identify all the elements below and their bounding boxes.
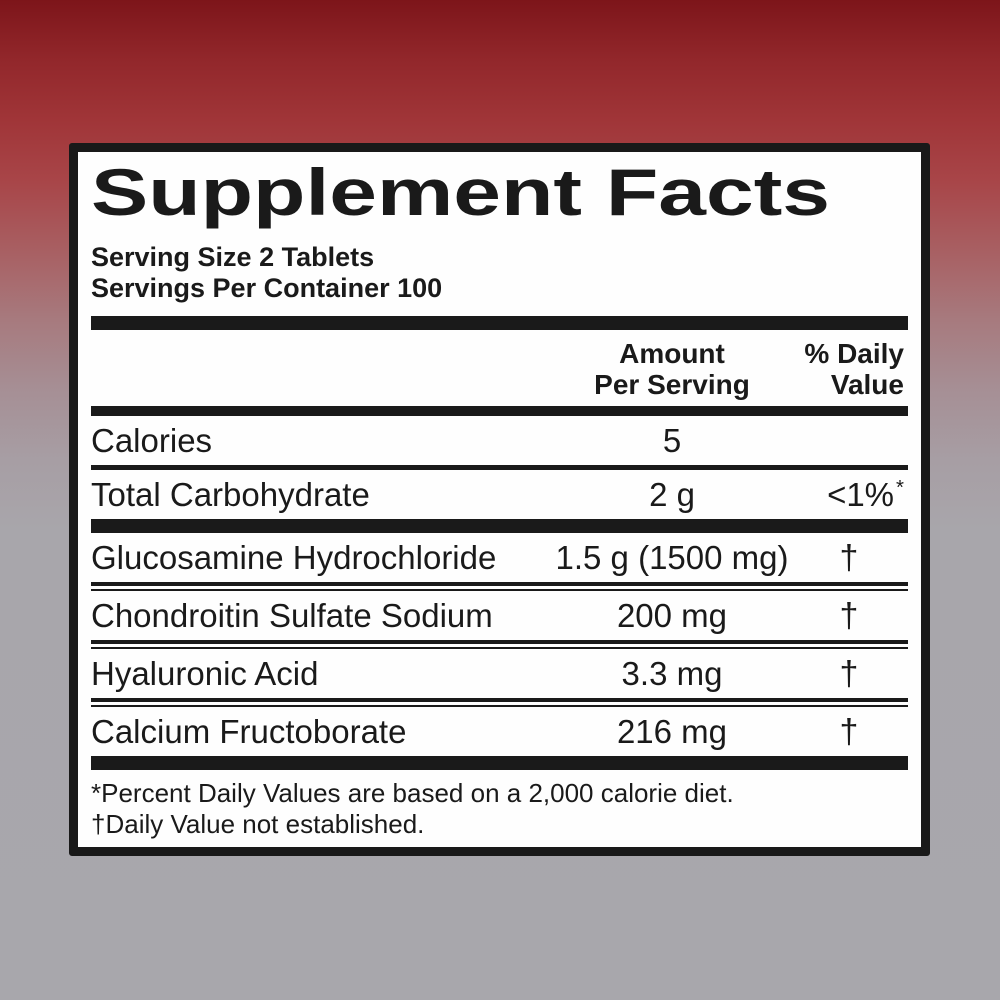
supplement-facts-title: Supplement Facts	[91, 155, 830, 229]
percent-daily-value-header: % Daily Value	[804, 338, 904, 400]
servings-per-container-text: Servings Per Container 100	[91, 273, 443, 303]
row-divider	[91, 465, 908, 470]
nutrient-dv: <1%*	[827, 475, 904, 513]
nutrient-amount: 2 g	[649, 475, 695, 513]
row-divider	[91, 640, 908, 649]
divider-medium-under-header	[91, 406, 908, 416]
divider-thick-top	[91, 316, 908, 330]
table-row-hyaluronic-acid: Hyaluronic Acid 3.3 mg †	[91, 649, 908, 698]
table-row-total-carbohydrate: Total Carbohydrate 2 g <1%*	[91, 470, 908, 519]
dagger-mark: †	[839, 712, 859, 751]
nutrient-name: Chondroitin Sulfate Sodium	[91, 596, 493, 634]
nutrient-name: Calcium Fructoborate	[91, 712, 407, 750]
nutrient-amount: 216 mg	[616, 712, 728, 750]
footnote-percent-daily-values: *Percent Daily Values are based on a 2,0…	[91, 778, 734, 808]
nutrient-amount: 5	[662, 421, 682, 459]
amount-per-serving-header: Amount Per Serving	[594, 338, 750, 400]
dagger-mark: †	[839, 654, 859, 693]
divider-thick-mid	[91, 519, 908, 533]
nutrient-name: Total Carbohydrate	[91, 475, 370, 513]
footnotes: *Percent Daily Values are based on a 2,0…	[91, 778, 908, 840]
dagger-mark: †	[839, 596, 859, 635]
supplement-facts-panel: Supplement Facts Serving Size 2 Tablets …	[69, 143, 930, 856]
dagger-mark: †	[839, 538, 859, 577]
footnote-daily-value-not-established: †Daily Value not established.	[91, 809, 425, 839]
row-divider	[91, 582, 908, 591]
table-row-chondroitin: Chondroitin Sulfate Sodium 200 mg †	[91, 591, 908, 640]
nutrient-amount: 3.3 mg	[621, 654, 723, 692]
serving-info: Serving Size 2 Tablets Servings Per Cont…	[91, 242, 908, 304]
table-row-calories: Calories 5	[91, 416, 908, 465]
nutrient-name: Calories	[91, 421, 213, 459]
nutrient-amount: 200 mg	[616, 596, 728, 634]
table-row-glucosamine: Glucosamine Hydrochloride 1.5 g (1500 mg…	[91, 533, 908, 582]
divider-thick-bottom	[91, 756, 908, 770]
table-row-calcium-fructoborate: Calcium Fructoborate 216 mg †	[91, 707, 908, 756]
row-divider	[91, 698, 908, 707]
asterisk-mark: *	[896, 475, 904, 499]
column-header-row: Amount Per Serving % Daily Value	[91, 330, 908, 406]
nutrient-name: Hyaluronic Acid	[91, 654, 319, 692]
serving-size-text: Serving Size 2 Tablets	[91, 242, 375, 272]
nutrient-amount: 1.5 g (1500 mg)	[555, 538, 789, 576]
nutrient-name: Glucosamine Hydrochloride	[91, 538, 497, 576]
